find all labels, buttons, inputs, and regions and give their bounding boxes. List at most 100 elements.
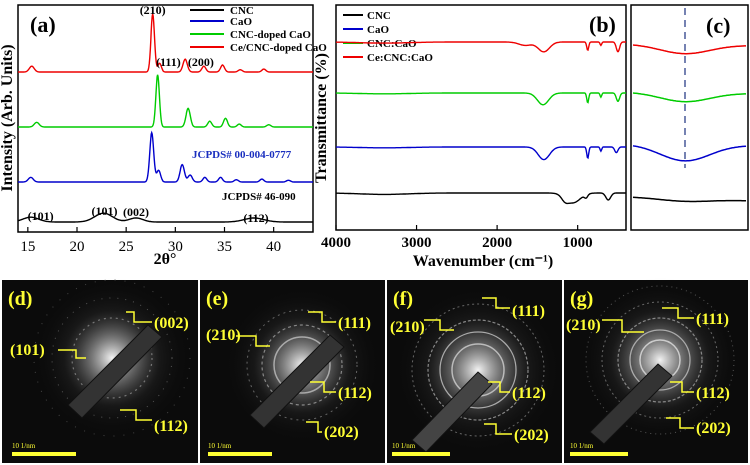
xrd-xtick-label-4: 35 [217,239,232,255]
panel-b-x-axis-title: Wavenumber (cm⁻¹) [413,253,553,270]
panel-b-series [336,41,626,205]
panel-d-index-3: (112) [154,418,188,435]
legend-b-label-3: Ce:CNC:CaO [367,52,433,64]
panel-d-leader-3 [120,409,152,421]
ftir-trace-cnc [336,192,626,205]
xrd-xtick-label-3: 30 [168,239,183,255]
panel-e-ring-3 [246,309,358,421]
panel-e-saed: (e) (210) (111) (112) (202) 10 1/nm [200,280,385,463]
xrd-peak-label-4: (101) [92,204,118,218]
ftir-trace-ce-cnc-cao [336,41,626,53]
panel-a-peak-labels: (210) (111) (200) (101) (101) (002) (112) [28,3,269,225]
xrd-peak-label-3: (101) [28,209,54,223]
ftir-xtick-label-1: 3000 [402,235,432,251]
panel-a-legend: CNC CaO CNC-doped CaO Ce/CNC-doped CaO [190,5,327,54]
panel-g-label: (g) [570,288,593,310]
panel-d-ring-1 [71,317,153,399]
panel-a-x-axis-title: 2θ° [154,251,177,268]
zoom-trace-ce-cnc-cao [632,44,746,55]
xrd-peak-label-2: (200) [188,55,214,69]
legend-a-label-1: CaO [230,16,252,28]
panel-e-scale-text: 10 1/nm [208,442,232,450]
panel-e-leader-1 [236,335,270,347]
panel-g-ring-3 [617,317,703,403]
panel-d-index-1: (002) [154,315,189,332]
jcpds-annotation-black: JCPDS# 46-090 [222,191,296,203]
panel-g-ring-5 [585,285,735,435]
xrd-peak-label-1: (111) [156,55,181,69]
legend-b-label-0: CNC [367,10,391,22]
xrd-trace-cao [18,130,313,183]
panel-b-x-ticks: 4000 3000 2000 1000 [321,225,593,251]
panel-b-ftir: (b) CNC CaO CNC:CaO Ce:CNC:CaO 4000 3000 2… [313,4,627,270]
ftir-xtick-label-0: 4000 [321,235,351,251]
xrd-trace-ce-cnc-doped-cao [18,13,313,73]
xrd-trace-cnc [17,212,313,223]
legend-a-label-3: Ce/CNC-doped CaO [230,42,327,54]
panel-e-leader-4 [306,421,322,433]
panel-g-ring-4 [601,301,719,419]
panel-c-series [632,44,747,203]
panel-b-legend: CNC CaO CNC:CaO Ce:CNC:CaO [343,10,433,64]
legend-a-label-2: CNC-doped CaO [230,29,311,41]
panel-g-index-1: (210) [566,317,601,334]
panel-d-scale-bar [12,452,76,456]
panel-e-leader-3 [310,381,336,393]
ftir-trace-cnc-cao [336,92,626,106]
panel-c-label: (c) [706,13,730,38]
panel-g-scale-text: 10 1/nm [570,442,594,450]
panel-f-leader-2 [482,297,510,309]
xrd-xtick-label-1: 20 [70,239,85,255]
panel-g-index-4: (202) [696,420,731,437]
zoom-trace-cao [632,145,747,162]
panel-f-saed: (f) (210) (111) (112) (202) 10 1/nm [387,280,563,463]
panel-a-xrd: (a) CNC CaO CNC-doped CaO Ce/CNC-doped C… [0,3,327,268]
panel-g-leader-4 [666,417,694,429]
panel-f-beam-stop [411,371,493,453]
legend-b-label-2: CNC:CaO [367,38,417,50]
panel-f-leader-3 [488,381,510,393]
panel-d-glow [32,278,192,438]
xrd-xtick-label-0: 15 [20,239,35,255]
panel-e-ring-2 [261,324,343,406]
xrd-peak-label-0: (210) [140,3,166,17]
panel-b-label: (b) [589,12,616,37]
xrd-xtick-label-2: 25 [119,239,134,255]
panel-e-index-3: (112) [338,385,372,402]
panel-g-beam-stop [589,363,673,445]
panel-f-index-3: (112) [512,385,546,402]
ftir-xtick-label-3: 1000 [563,235,593,251]
panel-d-saed: (d) (002) (101) (112) 10 1/nm [2,278,198,463]
panel-g-leader-2 [662,307,694,319]
xrd-peak-label-5: (002) [123,205,149,219]
panel-e-index-1: (210) [206,327,241,344]
panel-d-ring-2 [51,297,173,419]
panel-e-beam-stop [249,334,345,429]
panel-f-ring-3 [427,319,529,421]
panel-g-leader-3 [670,381,694,393]
panel-b-y-axis-title: Transmittance (%) [313,53,330,183]
xrd-xtick-label-5: 40 [266,239,281,255]
panel-f-scale-text: 10 1/nm [392,442,416,450]
panel-d-scale-text: 10 1/nm [12,442,36,450]
ftir-xtick-label-2: 2000 [482,235,512,251]
panel-g-index-2: (111) [696,311,729,328]
panel-d-beam-stop [67,324,163,419]
panel-a-y-axis-title: Intensity (Arb. Units) [0,44,16,191]
panel-f-leader-1 [424,319,454,331]
panel-g-leader-1 [602,319,644,333]
panel-c-zoom: (c) [630,4,749,231]
panel-e-scale-bar [208,452,272,456]
panel-f-glow [393,285,563,455]
panel-a-x-ticks: 15 20 25 30 35 40 [20,227,281,255]
jcpds-annotation-blue: JCPDS# 00-004-0777 [192,149,292,161]
ftir-trace-cao [336,146,626,161]
panel-e-ring-1 [273,336,331,394]
xrd-trace-cnc-doped-cao [18,74,313,128]
panel-c-frame [630,4,749,231]
panel-e-index-4: (202) [324,424,359,441]
panel-e-leader-2 [308,311,336,323]
panel-f-index-1: (210) [390,319,425,336]
legend-a-label-0: CNC [230,5,254,17]
